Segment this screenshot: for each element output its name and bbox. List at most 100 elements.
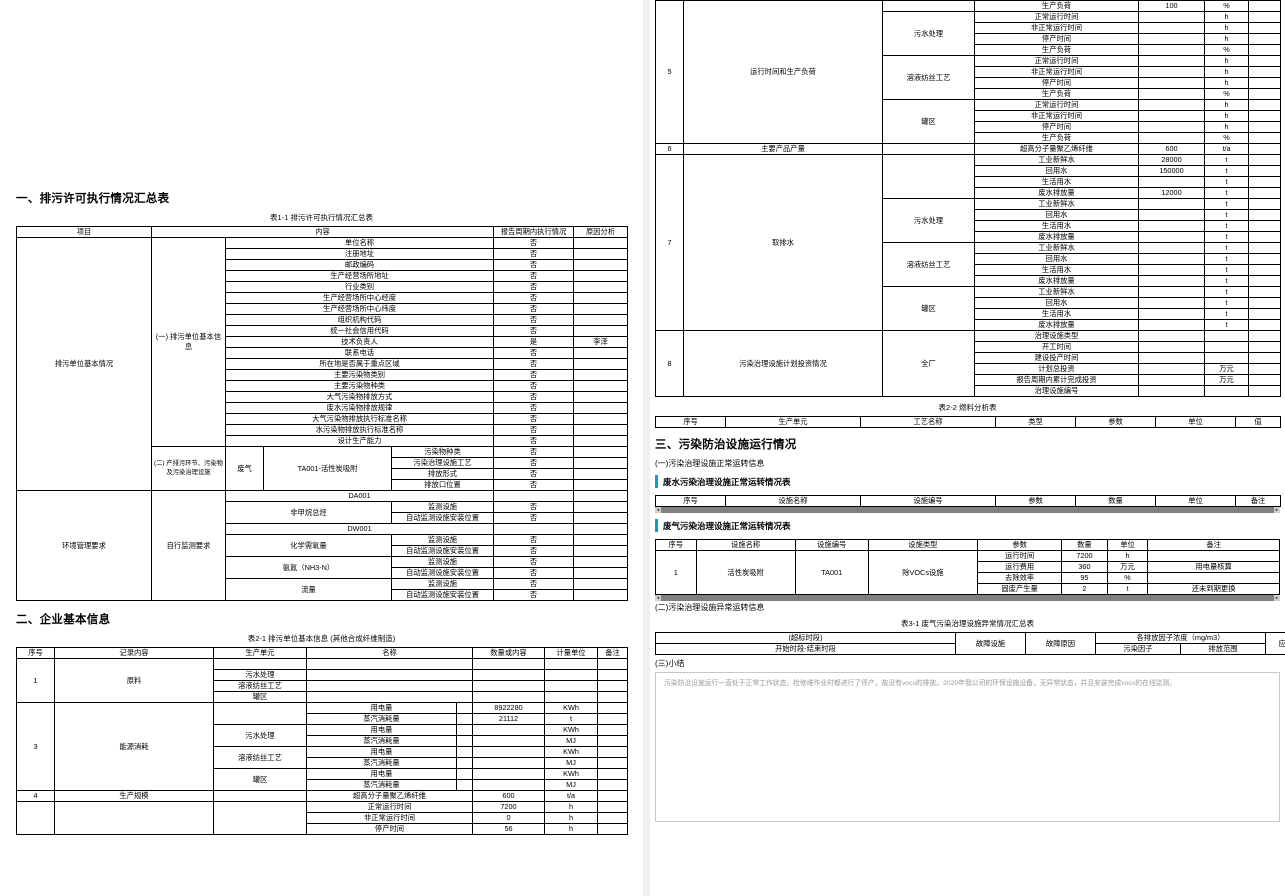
table-row: 停产时间 h — [656, 77, 1281, 89]
table-row: 4 生产规模 超高分子量聚乙烯纤维 600 t/a — [16, 790, 628, 802]
measure-unit: 万元 — [1204, 374, 1249, 386]
facility-code: TA001 — [794, 550, 869, 595]
item-name: 邮政编码 — [224, 259, 495, 271]
measure-unit: t — [1204, 165, 1249, 177]
item-reason — [573, 545, 629, 557]
item-name: 联系电话 — [224, 347, 495, 359]
item-name: 自动监测设施安装位置 — [390, 567, 495, 579]
production-unit — [882, 143, 975, 155]
column-header: 单位 — [1155, 416, 1236, 428]
column-header: 数量或内容 — [472, 647, 545, 659]
scroll-left-arrow-icon[interactable]: ◄ — [655, 507, 661, 513]
horizontal-scrollbar-waste-water[interactable]: ◄ ► — [655, 507, 1280, 513]
pollutant-name: 非甲烷总烃 — [225, 501, 392, 524]
table-row: 生活用水 t — [656, 176, 1281, 188]
subsection-b-label: (二)污染治理设施异常运转信息 — [655, 603, 765, 612]
quantity — [1138, 231, 1205, 243]
table-row: 水污染物排放执行标准名称否 — [17, 424, 629, 436]
measure-unit: h — [1204, 121, 1249, 133]
table-row: 化学需氧量 监测设施否 — [17, 534, 629, 557]
quantity — [1138, 242, 1205, 254]
record-content: 能源消耗 — [54, 702, 214, 791]
table-2-1-continued: 5 运行时间和生产负荷 生产负荷 100% 污水处理 正常运行时间 h 非正常运行时间 h 停产时… — [655, 0, 1281, 397]
quantity — [1138, 11, 1205, 23]
item-name: 工业新鲜水 — [974, 154, 1139, 166]
item-name: 非正常运行时间 — [306, 812, 473, 824]
measure-unit — [1204, 341, 1249, 353]
record-content: 主要产品产量 — [683, 143, 883, 155]
column-header: 备注 — [1147, 539, 1280, 551]
outlet-code: DW001 — [224, 523, 495, 535]
production-unit — [213, 658, 307, 670]
table-row: 非正常运行时间 0 h — [17, 812, 628, 824]
section-heading-3: 三、污染防治设施运行情况 — [655, 439, 797, 451]
item-name: 治理设施编号 — [974, 385, 1139, 397]
page-right: 5 运行时间和生产负荷 生产负荷 100% 污水处理 正常运行时间 h 非正常运行时间 h 停产时… — [650, 0, 1285, 896]
quantity — [1138, 385, 1205, 397]
item-name: 蒸汽消耗量 — [306, 713, 457, 725]
column-header: 报告周期内执行情况 — [493, 226, 575, 238]
quantity — [472, 691, 545, 703]
column-header: 设施名称 — [695, 539, 796, 551]
remark — [1248, 11, 1281, 23]
remark — [1248, 374, 1281, 386]
item-name: 回用水 — [974, 209, 1139, 221]
remark — [1248, 330, 1281, 342]
scroll-left-arrow-icon[interactable]: ◄ — [655, 595, 661, 601]
production-unit: 溶液纺丝工艺 — [882, 55, 975, 100]
remark — [1248, 286, 1281, 298]
item-status — [493, 490, 575, 502]
table-row: 固废产生量 2 t 还未到期更换 — [656, 583, 1280, 595]
column-header: 单位 — [1106, 539, 1149, 551]
table-row: 污水处理 工业新鲜水 t — [656, 198, 1281, 243]
item-status: 是 — [493, 336, 575, 348]
horizontal-scrollbar-waste-gas[interactable]: ◄ ► — [655, 595, 1280, 601]
summary-textbox[interactable]: 污染防治设施运行一直处于正常工作状态，检修维作业时都进行了停产，故没有vocs的… — [655, 672, 1280, 822]
table-row: 8 污染治理设施计划投资情况 全厂 治理设施类型 — [655, 330, 1281, 397]
row-number: 5 — [655, 0, 684, 144]
item-reason — [573, 589, 629, 601]
item-status: 否 — [493, 248, 575, 260]
item-reason — [573, 479, 629, 491]
item-status: 否 — [493, 468, 575, 480]
measure-unit — [544, 658, 598, 670]
measure-unit: t — [1204, 286, 1249, 298]
production-unit: 溶液纺丝工艺 — [213, 746, 307, 769]
item-name: 非正常运行时间 — [974, 66, 1139, 78]
quantity: 600 — [1138, 143, 1205, 155]
column-header: (超标时段) — [655, 632, 956, 644]
item-name: 回用水 — [974, 253, 1139, 265]
remark — [1248, 341, 1281, 353]
item-reason — [573, 237, 629, 249]
item-reason — [573, 523, 629, 535]
quantity: 7200 — [1061, 550, 1108, 562]
table-3-1-caption: 表3-1 废气污染治理设施异常情况汇总表 — [901, 619, 1034, 628]
item-name: 排放形式 — [390, 468, 495, 480]
column-header: 序号 — [655, 416, 726, 428]
item-reason — [573, 358, 629, 370]
measure-unit: h — [1204, 99, 1249, 111]
item-reason — [573, 314, 629, 326]
table-header-row: 开始时段-结束时段 污染因子 排放范围 — [655, 643, 1285, 655]
item-reason — [573, 248, 629, 260]
remark — [597, 757, 628, 769]
measure-unit: t — [1204, 319, 1249, 331]
remark — [597, 713, 628, 725]
remark — [597, 779, 628, 791]
scroll-right-arrow-icon[interactable]: ► — [1274, 595, 1280, 601]
item-name: 工业新鲜水 — [974, 198, 1139, 210]
item-reason — [573, 490, 629, 502]
quantity: 0 — [472, 812, 545, 824]
item-reason — [573, 270, 629, 282]
item-name: 停产时间 — [974, 77, 1139, 89]
scroll-right-arrow-icon[interactable]: ► — [1274, 507, 1280, 513]
table-row: 6 主要产品产量 超高分子量聚乙烯纤维 600 t/a — [655, 143, 1281, 155]
item-name: 停产时间 — [974, 121, 1139, 133]
item-reason — [573, 446, 629, 458]
item-name: 用电量 — [306, 746, 457, 758]
item-name: 排放口位置 — [390, 479, 495, 491]
measure-unit — [544, 691, 598, 703]
item-name: 非正常运行时间 — [974, 110, 1139, 122]
item-name: 报告周期内累计完成投资 — [974, 374, 1139, 386]
